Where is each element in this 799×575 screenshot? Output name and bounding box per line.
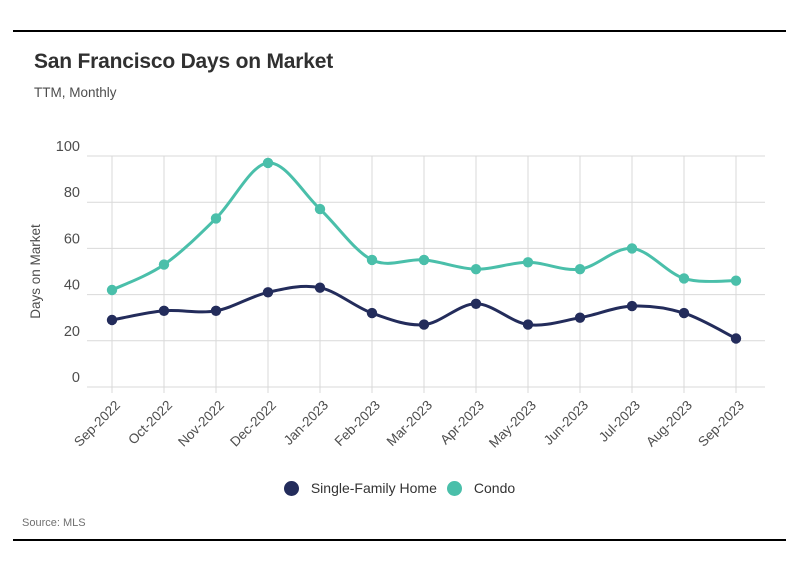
data-point-condo[interactable] <box>106 284 118 296</box>
legend-label-condo: Condo <box>473 480 516 496</box>
x-grid: Sep-2022 Oct-2022 Nov-2022 Dec-2022 Jan-2023… <box>71 156 747 451</box>
y-tick-label: 20 <box>64 324 80 340</box>
legend-item-condo: Condo <box>446 480 516 496</box>
chart-subtitle: TTM, Monthly <box>34 85 117 100</box>
data-point-condo[interactable] <box>210 213 222 224</box>
x-tick-label: Aug-2023 <box>643 398 695 450</box>
data-point-single-family-home[interactable] <box>262 287 274 298</box>
single-family-home-legend-marker <box>283 480 299 496</box>
data-point-condo[interactable] <box>730 275 742 286</box>
legend-item-single-family-home: Single-Family Home <box>283 480 437 496</box>
x-tick-label: Apr-2023 <box>437 398 487 448</box>
top-rule <box>13 30 786 32</box>
chart-title: San Francisco Days on Market <box>34 50 334 73</box>
data-point-single-family-home[interactable] <box>158 305 170 316</box>
data-point-condo[interactable] <box>314 203 326 215</box>
legend-label-single-family-home: Single-Family Home <box>310 480 437 496</box>
data-point-condo[interactable] <box>366 254 378 266</box>
data-point-single-family-home[interactable] <box>626 300 638 312</box>
data-point-condo[interactable] <box>418 254 430 266</box>
x-tick-label: Nov-2022 <box>175 398 227 450</box>
y-tick-label: 80 <box>64 185 80 201</box>
data-point-single-family-home[interactable] <box>210 305 222 316</box>
y-tick-label: 40 <box>64 278 80 294</box>
data-point-single-family-home[interactable] <box>314 282 326 293</box>
x-tick-label: Sep-2023 <box>695 398 747 450</box>
x-tick-label: May-2023 <box>486 398 539 451</box>
series-condo <box>106 157 742 296</box>
series-single-family-home <box>106 282 742 344</box>
x-tick-label: Jan-2023 <box>281 398 331 448</box>
data-point-single-family-home[interactable] <box>522 319 534 330</box>
x-tick-label: Sep-2022 <box>71 398 123 450</box>
condo-legend-marker <box>446 480 462 496</box>
source-note: Source: MLS <box>22 517 86 529</box>
data-point-single-family-home[interactable] <box>730 333 742 344</box>
data-point-condo[interactable] <box>574 264 586 275</box>
data-point-condo[interactable] <box>158 259 170 270</box>
data-point-condo[interactable] <box>522 257 534 268</box>
data-point-single-family-home[interactable] <box>470 298 482 309</box>
data-point-single-family-home[interactable] <box>106 314 118 326</box>
x-tick-label: Oct-2022 <box>125 398 175 448</box>
x-tick-label: Feb-2023 <box>332 398 383 449</box>
data-point-single-family-home[interactable] <box>678 307 690 319</box>
data-point-condo[interactable] <box>470 264 482 275</box>
data-point-single-family-home[interactable] <box>366 307 378 319</box>
chart-legend: Single-Family Home Condo <box>0 480 799 496</box>
data-point-condo[interactable] <box>678 273 690 284</box>
y-tick-label: 100 <box>56 139 80 155</box>
x-tick-label: Dec-2022 <box>227 398 279 450</box>
bottom-rule <box>13 539 786 541</box>
x-tick-label: Jul-2023 <box>596 398 643 445</box>
x-tick-label: Jun-2023 <box>541 398 591 448</box>
y-grid: 0 20 40 60 80 100 <box>56 139 765 388</box>
data-point-single-family-home[interactable] <box>418 319 430 330</box>
y-tick-label: 0 <box>72 370 80 386</box>
data-point-condo[interactable] <box>626 243 638 254</box>
data-point-condo[interactable] <box>262 157 274 169</box>
x-tick-label: Mar-2023 <box>384 398 435 449</box>
y-tick-label: 60 <box>64 231 80 247</box>
y-axis-label: Days on Market <box>28 224 43 319</box>
data-point-single-family-home[interactable] <box>574 312 586 323</box>
